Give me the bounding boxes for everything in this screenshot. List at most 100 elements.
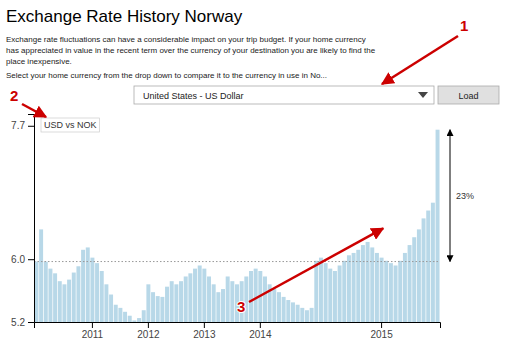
bar [333, 271, 337, 322]
bar [352, 253, 356, 322]
bar [67, 280, 71, 322]
bar [207, 276, 211, 322]
x-tick: 2013 [193, 322, 216, 340]
bar [202, 269, 206, 322]
bar [90, 258, 94, 322]
x-tick-label: 2013 [193, 329, 216, 340]
bar [422, 218, 426, 322]
x-tick-mark [148, 322, 149, 328]
bar [356, 250, 360, 322]
y-tick-mark [28, 259, 34, 260]
bar [403, 253, 407, 322]
x-tick-mark [260, 322, 261, 328]
bar [198, 265, 202, 322]
x-tick-mark [92, 322, 93, 328]
bar [426, 211, 430, 322]
bar [342, 261, 346, 322]
bar [137, 318, 141, 322]
bar [347, 255, 351, 322]
callouts: 1 2 3 [10, 17, 468, 315]
callout-number: 2 [10, 87, 18, 104]
bar [291, 302, 295, 322]
bar [100, 271, 104, 322]
bar [254, 269, 258, 322]
title: Exchange Rate History Norway [6, 7, 243, 26]
bar [104, 284, 108, 322]
dropdown: United States - US Dollar [134, 86, 434, 104]
bar [319, 258, 323, 322]
bar [58, 281, 62, 322]
chart-label-box [41, 118, 100, 132]
bar [184, 276, 188, 322]
bar [179, 281, 183, 322]
bar [412, 237, 416, 322]
bar [282, 297, 286, 322]
y-tick-label: 7.7 [11, 120, 25, 131]
bar [375, 253, 379, 322]
bar [114, 305, 118, 322]
y-tick-mark [28, 126, 34, 127]
bar [226, 276, 230, 322]
button-box [438, 86, 499, 104]
bar [174, 284, 178, 322]
bar [123, 312, 127, 322]
bar [328, 269, 332, 322]
x-tick: 2014 [249, 322, 272, 340]
chart: Exchange Rate History Norway Exchange rat… [0, 0, 505, 348]
button-text: Load [458, 91, 478, 101]
bar [44, 262, 48, 322]
bar [314, 261, 318, 322]
callout-number: 1 [460, 17, 468, 34]
y-tick: 6.0 [11, 254, 34, 265]
bar [370, 247, 374, 322]
bar [338, 265, 342, 322]
x-tick-mark [204, 322, 205, 328]
chart-label-text: USD vs NOK [44, 120, 97, 130]
bar [142, 310, 146, 322]
callout-arrow [22, 104, 46, 117]
bar [310, 308, 314, 322]
reference-line [34, 261, 440, 262]
bar [277, 292, 281, 322]
y-axis: 5.2 6.0 7.7 [11, 115, 34, 328]
bar [324, 263, 328, 322]
bar [109, 295, 113, 322]
bar [193, 269, 197, 322]
y-tick: 5.2 [11, 317, 34, 328]
y-tick: 7.7 [11, 120, 34, 131]
y-tick-label: 5.2 [11, 317, 25, 328]
x-tick-label: 2015 [370, 329, 393, 340]
x-axis: 20112012201320142015 [35, 322, 441, 340]
bar [394, 265, 398, 322]
x-tick-mark [381, 322, 382, 328]
bar [72, 273, 76, 322]
bar [132, 320, 136, 322]
bar [417, 229, 421, 322]
bar [170, 281, 174, 322]
callout-arrow [249, 228, 383, 302]
bar [81, 250, 85, 322]
bar [380, 258, 384, 322]
callout-number: 3 [237, 298, 245, 315]
bar [230, 281, 234, 322]
bar [160, 297, 164, 322]
bar [48, 269, 52, 322]
dropdown-caret [418, 92, 428, 98]
bar [216, 292, 220, 322]
bar [53, 273, 57, 322]
bar [221, 289, 225, 322]
subtitle: Exchange rate fluctuations can have a co… [6, 35, 366, 44]
bar [95, 263, 99, 322]
subtitle: place inexpensive. [6, 57, 72, 66]
bar [165, 287, 169, 322]
y-axis-line [28, 115, 35, 323]
subtitle: has appreciated in value in the recent t… [6, 46, 376, 55]
dropdown-box [134, 86, 434, 104]
bar [249, 271, 253, 322]
bar [389, 263, 393, 322]
bar [76, 266, 80, 322]
x-tick: 2011 [82, 322, 104, 340]
bar [62, 284, 66, 322]
bar [361, 245, 365, 322]
bar [384, 261, 388, 322]
